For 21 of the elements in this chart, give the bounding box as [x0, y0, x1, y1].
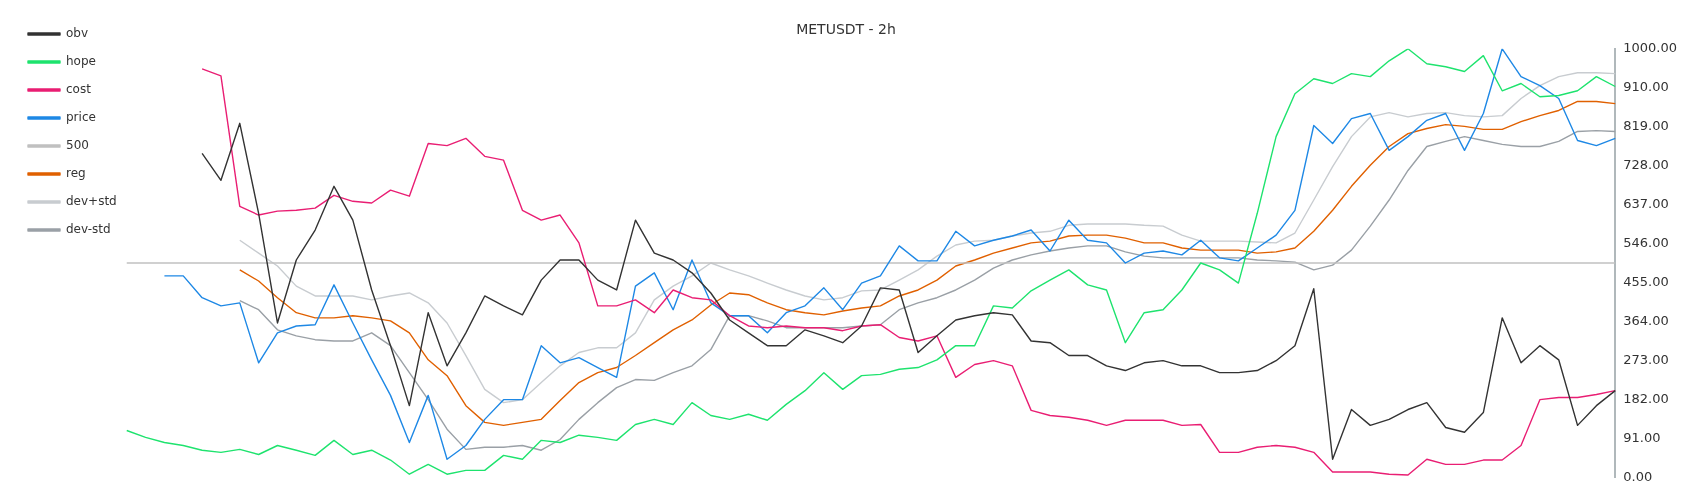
- y-tick-label: 728.00: [1623, 156, 1669, 172]
- legend-label: dev+std: [66, 194, 117, 209]
- y-tick-label: 546.00: [1623, 234, 1669, 250]
- legend-label: hope: [66, 54, 96, 69]
- legend-label: price: [66, 110, 96, 125]
- legend-label: reg: [66, 166, 86, 181]
- y-tick-label: 0.00: [1623, 468, 1653, 484]
- y-tick-label: 1000.00: [1623, 40, 1678, 56]
- y-tick-label: 182.00: [1623, 390, 1669, 406]
- y-tick-label: 364.00: [1623, 312, 1669, 328]
- y-tick-label: 637.00: [1623, 195, 1669, 211]
- y-tick-label: 273.00: [1623, 351, 1669, 367]
- legend-label: dev-std: [66, 222, 111, 237]
- legend-label: cost: [66, 82, 92, 97]
- y-tick-label: 819.00: [1623, 117, 1669, 133]
- chart-title: METUSDT - 2h: [796, 21, 896, 38]
- legend-label: 500: [66, 138, 89, 153]
- y-tick-label: 910.00: [1623, 78, 1669, 94]
- y-tick-label: 91.00: [1623, 429, 1661, 445]
- legend-label: obv: [66, 26, 89, 41]
- y-tick-label: 455.00: [1623, 273, 1669, 289]
